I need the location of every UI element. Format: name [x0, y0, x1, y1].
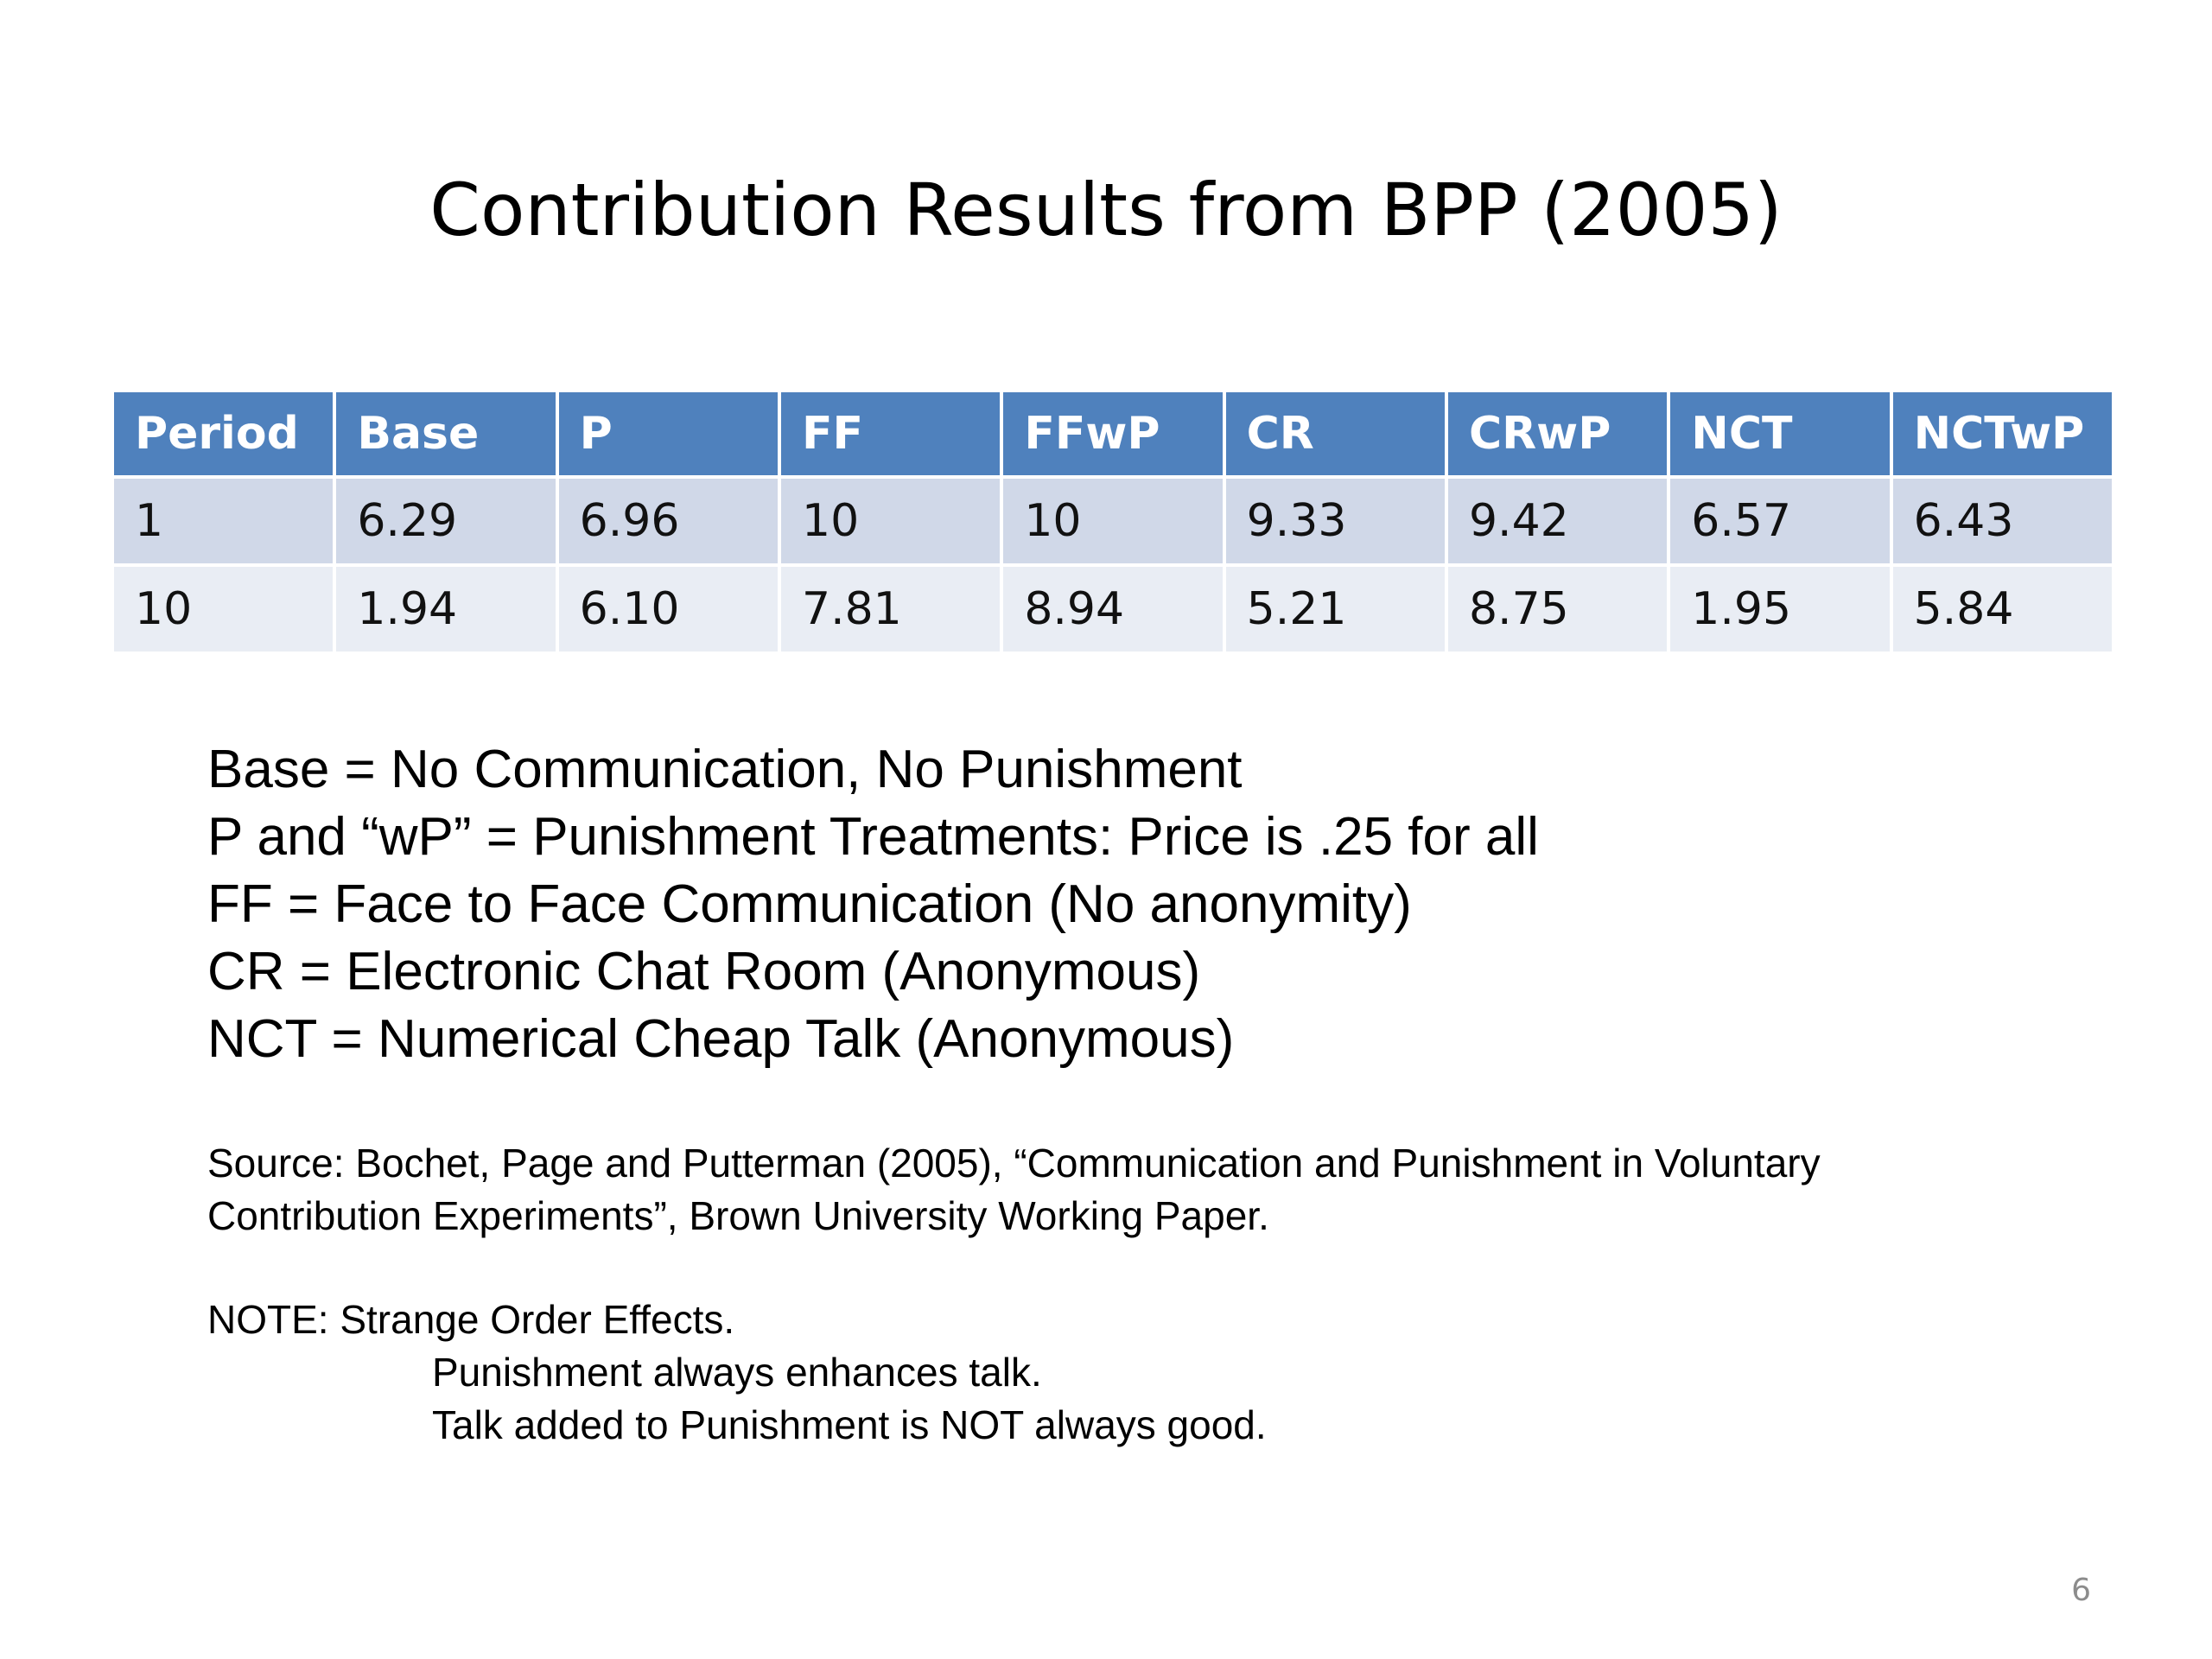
legend-line-base: Base = No Communication, No Punishment — [207, 740, 1243, 799]
legend-line-ff: FF = Face to Face Communication (No anon… — [207, 874, 1412, 934]
table-cell: 6.96 — [558, 479, 778, 563]
table-cell: 6.29 — [336, 479, 556, 563]
slide-title: Contribution Results from BPP (2005) — [429, 168, 1783, 252]
table-cell: 10 — [1003, 479, 1223, 563]
note-heading: NOTE: Strange Order Effects. — [207, 1297, 735, 1342]
table-cell: 6.57 — [1670, 479, 1890, 563]
table-row: 10 1.94 6.10 7.81 8.94 5.21 8.75 1.95 5.… — [114, 567, 2112, 652]
table-header-row: Period Base P FF FFwP CR CRwP NCT NCTwP — [114, 392, 2112, 475]
table-cell: 6.43 — [1892, 479, 2112, 563]
table-cell: 9.42 — [1447, 479, 1668, 563]
table-cell: 1.95 — [1670, 567, 1890, 652]
legend-line-cr: CR = Electronic Chat Room (Anonymous) — [207, 942, 1201, 1001]
note-item: Talk added to Punishment is NOT always g… — [432, 1402, 1267, 1447]
column-header-crwp: CRwP — [1447, 392, 1668, 475]
column-header-nct: NCT — [1670, 392, 1890, 475]
column-header-ffwp: FFwP — [1003, 392, 1223, 475]
results-table: Period Base P FF FFwP CR CRwP NCT NCTwP … — [111, 389, 2115, 655]
column-header-p: P — [558, 392, 778, 475]
note-item: Punishment always enhances talk. — [432, 1350, 1042, 1395]
legend-line-punishment: P and “wP” = Punishment Treatments: Pric… — [207, 807, 1539, 867]
legend-line-nct: NCT = Numerical Cheap Talk (Anonymous) — [207, 1009, 1235, 1069]
table-cell: 1.94 — [336, 567, 556, 652]
table-cell: 9.33 — [1225, 479, 1445, 563]
source-line-2: Contribution Experiments”, Brown Univers… — [207, 1193, 1269, 1238]
table-cell: 10 — [780, 479, 1001, 563]
table-cell: 6.10 — [558, 567, 778, 652]
source-line-1: Source: Bochet, Page and Putterman (2005… — [207, 1141, 1821, 1185]
treatment-legend: Base = No Communication, No Punishment P… — [207, 736, 1539, 1073]
table-cell: 7.81 — [780, 567, 1001, 652]
table-cell: 8.94 — [1003, 567, 1223, 652]
table-cell: 8.75 — [1447, 567, 1668, 652]
source-citation: Source: Bochet, Page and Putterman (2005… — [207, 1137, 1821, 1243]
column-header-cr: CR — [1225, 392, 1445, 475]
column-header-nctwp: NCTwP — [1892, 392, 2112, 475]
column-header-ff: FF — [780, 392, 1001, 475]
column-header-base: Base — [336, 392, 556, 475]
note-block: NOTE: Strange Order Effects. Punishment … — [207, 1294, 1267, 1452]
table-cell: 5.21 — [1225, 567, 1445, 652]
table-cell: 10 — [114, 567, 334, 652]
table-row: 1 6.29 6.96 10 10 9.33 9.42 6.57 6.43 — [114, 479, 2112, 563]
column-header-period: Period — [114, 392, 334, 475]
page-number: 6 — [2071, 1573, 2091, 1608]
table-cell: 1 — [114, 479, 334, 563]
table-cell: 5.84 — [1892, 567, 2112, 652]
